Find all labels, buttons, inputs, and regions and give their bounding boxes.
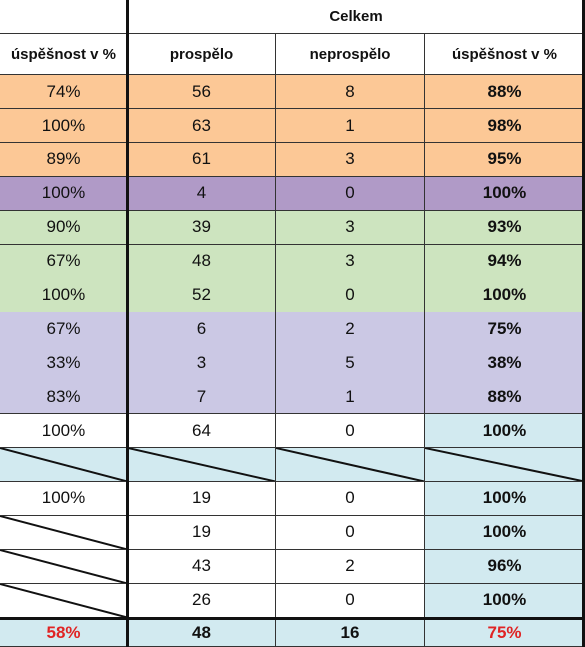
total-success-rate-cell: 38% xyxy=(425,346,585,381)
failed-cell: 3 xyxy=(276,210,425,245)
failed-cell: 0 xyxy=(276,481,425,517)
failed-cell: 0 xyxy=(276,414,425,449)
diagonal-slash-icon xyxy=(0,584,127,617)
column-header-total-success-rate: úspěšnost v % xyxy=(425,34,585,75)
success-rate-cell: 100% xyxy=(0,278,128,313)
total-success-rate-cell: 100% xyxy=(425,414,585,449)
success-rate-cell: 100% xyxy=(0,108,128,144)
column-header-passed: prospělo xyxy=(128,34,276,75)
total-success-rate-cell: 75% xyxy=(425,312,585,347)
total-success-rate-cell: 100% xyxy=(425,515,585,551)
passed-cell: 52 xyxy=(128,278,276,313)
success-rate-cell: 74% xyxy=(0,75,128,110)
passed-cell: 63 xyxy=(128,108,276,144)
failed-cell: 16 xyxy=(276,620,425,647)
total-success-rate-cell: 100% xyxy=(425,481,585,517)
success-rate-cell xyxy=(0,447,128,483)
total-success-rate-cell: 95% xyxy=(425,142,585,178)
column-header-failed: neprospělo xyxy=(276,34,425,75)
total-row-divider xyxy=(0,617,585,621)
passed-cell: 48 xyxy=(128,620,276,647)
passed-cell: 19 xyxy=(128,515,276,551)
passed-cell: 7 xyxy=(128,380,276,415)
passed-cell: 4 xyxy=(128,176,276,212)
passed-cell: 43 xyxy=(128,549,276,584)
diagonal-slash-icon xyxy=(0,516,127,549)
success-rate-cell: 33% xyxy=(0,346,128,381)
failed-cell: 5 xyxy=(276,346,425,381)
failed-cell: 1 xyxy=(276,380,425,415)
failed-cell: 8 xyxy=(276,75,425,110)
failed-cell: 0 xyxy=(276,278,425,313)
failed-cell: 3 xyxy=(276,244,425,279)
totals-right-border xyxy=(582,0,585,647)
passed-cell xyxy=(128,447,276,483)
passed-cell: 3 xyxy=(128,346,276,381)
total-success-rate-cell: 93% xyxy=(425,210,585,245)
failed-cell: 3 xyxy=(276,142,425,178)
success-rate-cell: 58% xyxy=(0,620,128,647)
total-success-rate-cell: 100% xyxy=(425,583,585,618)
diagonal-slash-icon xyxy=(276,448,424,481)
passed-cell: 6 xyxy=(128,312,276,347)
failed-cell: 0 xyxy=(276,176,425,212)
success-rate-cell: 100% xyxy=(0,176,128,212)
passed-cell: 56 xyxy=(128,75,276,110)
total-success-rate-cell: 94% xyxy=(425,244,585,279)
diagonal-slash-icon xyxy=(0,448,127,481)
total-success-rate-cell xyxy=(425,447,585,483)
success-rate-cell: 89% xyxy=(0,142,128,178)
failed-cell xyxy=(276,447,425,483)
column-header-success-rate: úspěšnost v % xyxy=(0,34,128,75)
success-rate-cell xyxy=(0,583,128,618)
success-rate-cell: 90% xyxy=(0,210,128,245)
success-rate-cell: 67% xyxy=(0,312,128,347)
passed-cell: 48 xyxy=(128,244,276,279)
diagonal-slash-icon xyxy=(0,550,127,583)
failed-cell: 1 xyxy=(276,108,425,144)
totals-left-divider xyxy=(126,0,129,647)
passed-cell: 19 xyxy=(128,481,276,517)
success-rate-cell: 100% xyxy=(0,481,128,517)
success-rate-cell xyxy=(0,549,128,584)
success-rate-cell: 100% xyxy=(0,414,128,449)
group-header-celkem: Celkem xyxy=(128,0,585,34)
failed-cell: 2 xyxy=(276,549,425,584)
passed-cell: 39 xyxy=(128,210,276,245)
passed-cell: 64 xyxy=(128,414,276,449)
diagonal-slash-icon xyxy=(425,448,584,481)
total-success-rate-cell: 88% xyxy=(425,380,585,415)
total-success-rate-cell: 100% xyxy=(425,278,585,313)
total-success-rate-cell: 88% xyxy=(425,75,585,110)
total-success-rate-cell: 96% xyxy=(425,549,585,584)
failed-cell: 2 xyxy=(276,312,425,347)
success-rate-cell: 83% xyxy=(0,380,128,415)
failed-cell: 0 xyxy=(276,515,425,551)
passed-cell: 61 xyxy=(128,142,276,178)
failed-cell: 0 xyxy=(276,583,425,618)
total-success-rate-cell: 75% xyxy=(425,620,585,647)
passed-cell: 26 xyxy=(128,583,276,618)
success-rate-cell: 67% xyxy=(0,244,128,279)
header-empty-cell xyxy=(0,0,128,34)
diagonal-slash-icon xyxy=(128,448,275,481)
total-success-rate-cell: 98% xyxy=(425,108,585,144)
total-success-rate-cell: 100% xyxy=(425,176,585,212)
success-rate-cell xyxy=(0,515,128,551)
